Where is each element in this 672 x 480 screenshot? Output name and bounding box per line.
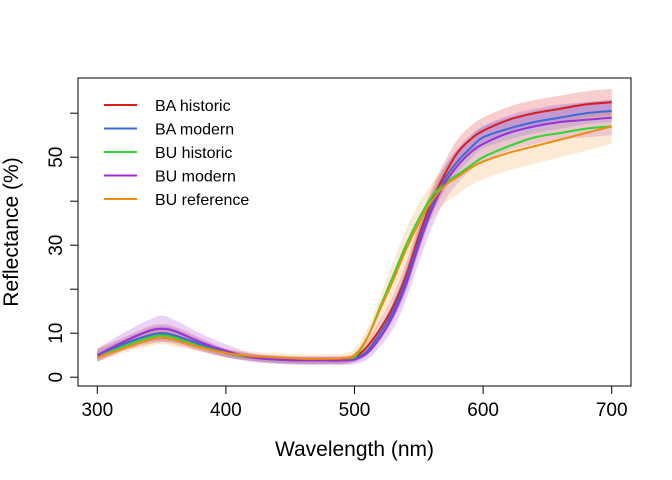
y-tick-label-2: 30 [46,235,67,256]
y-axis: 0 10 30 50 [46,112,79,383]
legend-label-3: BU modern [155,169,236,186]
x-axis: 300 400 500 600 700 [81,385,628,421]
legend: BA historic BA modern BU historic BU modern… [104,98,249,209]
x-tick-label-4: 700 [596,400,628,421]
y-tick-label-1: 10 [46,323,67,344]
legend-label-2: BU historic [155,145,232,162]
y-axis-title: Reflectance (%) [0,157,23,306]
legend-label-4: BU reference [155,192,249,209]
legend-label-0: BA historic [155,98,231,115]
series-line-3 [96,116,612,362]
x-axis-title: Wavelength (nm) [275,438,434,461]
series-line-1 [96,110,612,362]
y-tick-label-3: 50 [46,147,67,168]
x-tick-label-1: 400 [210,400,242,421]
x-tick-label-3: 600 [467,400,499,421]
series-line-4 [96,125,612,360]
series-lines [96,101,612,362]
x-tick-label-0: 300 [81,400,113,421]
legend-label-1: BA modern [155,122,234,139]
x-tick-label-2: 500 [339,400,371,421]
band-4 [97,108,612,364]
y-tick-label-0: 0 [46,372,67,383]
